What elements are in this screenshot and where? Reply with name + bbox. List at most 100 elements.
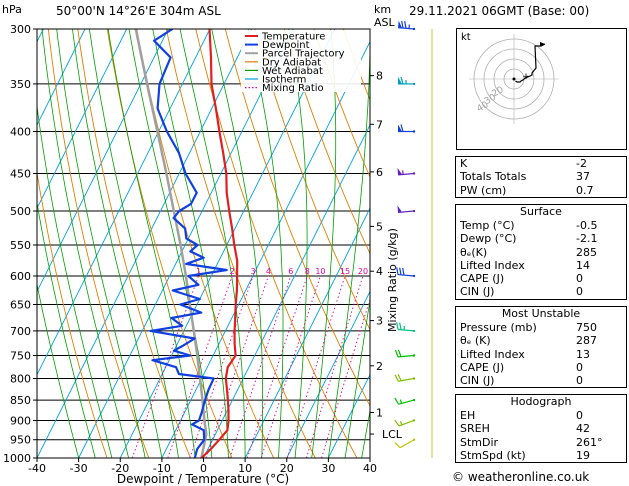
lcl-label: LCL xyxy=(382,428,403,441)
most-unstable-value: 0 xyxy=(576,374,583,388)
mixing-ratio-value-label: 6 xyxy=(288,267,293,276)
wind-barb xyxy=(397,167,416,176)
index-row: Totals Totals 37 xyxy=(456,170,626,183)
mixing-ratio-line xyxy=(205,275,269,458)
y-axis-unit-label: hPa xyxy=(2,3,22,16)
most-unstable-row: θₑ (K) 287 xyxy=(456,334,626,347)
index-value: 0.7 xyxy=(576,183,594,197)
legend-label: Wet Adiabat xyxy=(262,66,323,77)
legend-label: Temperature xyxy=(261,32,325,43)
most-unstable-row: Pressure (mb) 750 xyxy=(456,321,626,334)
most-unstable-label: Lifted Index xyxy=(460,347,525,361)
wind-barb xyxy=(394,419,416,427)
isotherm-line xyxy=(78,29,294,458)
hodograph-param-row: StmSpd (kt) 19 xyxy=(456,449,626,462)
pressure-tick-label: 650 xyxy=(10,299,31,312)
mixing-ratio-value-label: 3 xyxy=(251,267,256,276)
hodograph-param-value: 42 xyxy=(576,422,590,436)
copyright-footer: © weatheronline.co.uk xyxy=(452,470,590,484)
isotherm-line xyxy=(369,456,370,458)
most-unstable-label: θₑ (K) xyxy=(460,334,491,348)
surface-row: Dewp (°C) -2.1 xyxy=(456,232,626,245)
wind-barb xyxy=(394,397,416,405)
wet-adiabat-line xyxy=(128,29,213,458)
hodograph-param-label: StmDir xyxy=(460,435,499,449)
surface-title: Surface xyxy=(520,205,562,218)
index-row: PW (cm) 0.7 xyxy=(456,184,626,197)
asl-label: ASL xyxy=(374,16,396,29)
surface-row: CIN (J) 0 xyxy=(456,285,626,298)
pressure-tick-label: 850 xyxy=(10,394,31,407)
hodograph-param-value: 261° xyxy=(576,435,603,449)
hodograph-params-title: Hodograph xyxy=(510,395,572,408)
x-tick-label: 20 xyxy=(280,462,294,475)
wet-adiabat-line xyxy=(107,29,196,458)
hodograph-param-row: SREH 42 xyxy=(456,422,626,435)
isotherm-line xyxy=(37,29,128,210)
pressure-tick-label: 300 xyxy=(10,23,31,36)
parcel-trajectory-line xyxy=(134,29,208,458)
x-tick-label: -40 xyxy=(28,462,46,475)
wet-adiabat-line xyxy=(72,29,163,458)
wind-barb xyxy=(398,20,416,31)
wet-adiabat-line xyxy=(37,282,79,458)
isotherm-line xyxy=(37,29,169,293)
x-axis-label: Dewpoint / Temperature (°C) xyxy=(117,472,289,486)
legend-label: Isotherm xyxy=(262,75,306,86)
dry-adiabat-line xyxy=(402,29,445,458)
hodograph-param-label: EH xyxy=(460,409,476,422)
surface-label: CIN (J) xyxy=(460,285,495,299)
x-tick-label: -30 xyxy=(70,462,88,475)
pressure-tick-label: 700 xyxy=(10,325,31,338)
pressure-tick-label: 950 xyxy=(10,434,31,447)
km-tick-label: 2 xyxy=(376,360,383,373)
surface-value: 14 xyxy=(576,258,590,272)
surface-panel: Surface Temp (°C) -0.5 Dewp (°C) -2.1 θₑ(K) 2… xyxy=(455,204,627,300)
isotherm-line xyxy=(327,373,370,458)
surface-value: 0 xyxy=(576,285,583,299)
x-tick-label: -20 xyxy=(111,462,129,475)
wind-barb xyxy=(398,124,416,133)
pressure-tick-label: 750 xyxy=(10,349,31,362)
most-unstable-row: CAPE (J) 0 xyxy=(456,361,626,374)
index-value: -2 xyxy=(576,157,587,170)
km-tick-label: 8 xyxy=(376,70,383,83)
index-row: K -2 xyxy=(456,157,626,170)
most-unstable-value: 0 xyxy=(576,360,583,374)
pressure-tick-label: 550 xyxy=(10,239,31,252)
surface-label: Temp (°C) xyxy=(460,219,515,232)
wind-barb xyxy=(397,205,416,214)
pressure-tick-label: 900 xyxy=(10,414,31,427)
surface-row: θₑ(K) 285 xyxy=(456,246,626,259)
mixing-ratio-line xyxy=(167,275,233,458)
pressure-tick-label: 450 xyxy=(10,167,31,180)
wind-barb xyxy=(394,438,416,449)
wind-barb xyxy=(396,322,416,333)
index-label: K xyxy=(460,157,468,170)
dry-adiabat-line xyxy=(224,29,370,407)
hodograph-origin xyxy=(512,77,516,81)
isotherm-line xyxy=(286,290,370,458)
hodograph-trace xyxy=(515,43,546,83)
surface-label: Dewp (°C) xyxy=(460,232,517,246)
pressure-tick-label: 800 xyxy=(10,372,31,385)
dry-adiabat-line xyxy=(283,29,370,255)
isotherm-line xyxy=(0,29,2,458)
x-tick-label: 10 xyxy=(238,462,252,475)
most-unstable-label: Pressure (mb) xyxy=(460,321,537,334)
mixing-ratio-line xyxy=(131,275,199,458)
wet-adiabat-line xyxy=(89,29,179,458)
dry-adiabat-line xyxy=(313,29,370,179)
x-tick-label: 0 xyxy=(200,462,207,475)
most-unstable-value: 13 xyxy=(576,347,590,361)
dry-adiabat-line xyxy=(254,29,370,331)
most-unstable-rows: Pressure (mb) 750 θₑ (K) 287 Lifted Index 13 C… xyxy=(456,321,626,387)
surface-row: Lifted Index 14 xyxy=(456,259,626,272)
surface-label: Lifted Index xyxy=(460,258,525,272)
mixing-ratio-value-label: 4 xyxy=(266,267,271,276)
dry-adiabat-line xyxy=(136,29,275,458)
mixing-ratio-line xyxy=(229,275,292,458)
km-tick-label: 1 xyxy=(376,406,383,419)
wet-adiabat-line xyxy=(288,29,308,458)
mixing-ratio-value-label: 2 xyxy=(230,267,235,276)
